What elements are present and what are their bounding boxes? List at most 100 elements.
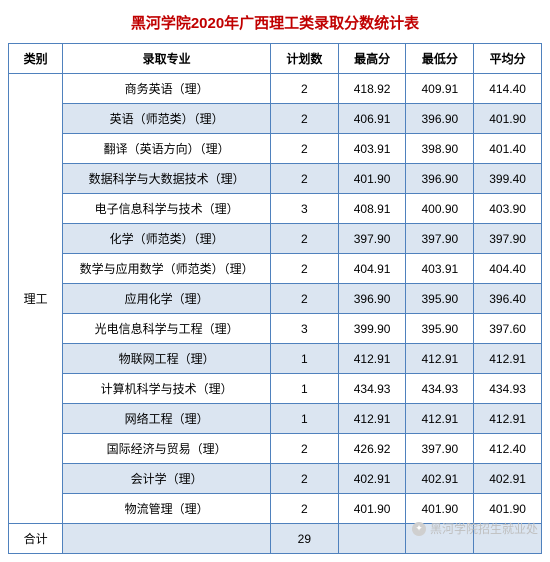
cell-plan: 2 (270, 434, 338, 464)
cell-max: 396.90 (338, 284, 406, 314)
cell-max: 397.90 (338, 224, 406, 254)
total-empty (406, 524, 474, 554)
cell-max: 403.91 (338, 134, 406, 164)
header-plan: 计划数 (270, 44, 338, 74)
cell-plan: 2 (270, 164, 338, 194)
cell-min: 401.90 (406, 494, 474, 524)
cell-min: 398.90 (406, 134, 474, 164)
cell-avg: 396.40 (474, 284, 542, 314)
table-row: 英语（师范类）（理）2406.91396.90401.90 (9, 104, 542, 134)
cell-avg: 414.40 (474, 74, 542, 104)
cell-min: 412.91 (406, 404, 474, 434)
cell-max: 404.91 (338, 254, 406, 284)
cell-avg: 401.40 (474, 134, 542, 164)
table-total-row: 合计29 (9, 524, 542, 554)
cell-min: 409.91 (406, 74, 474, 104)
table-row: 数据科学与大数据技术（理）2401.90396.90399.40 (9, 164, 542, 194)
cell-avg: 434.93 (474, 374, 542, 404)
cell-plan: 2 (270, 134, 338, 164)
cell-max: 412.91 (338, 404, 406, 434)
cell-plan: 3 (270, 194, 338, 224)
cell-plan: 2 (270, 104, 338, 134)
cell-max: 412.91 (338, 344, 406, 374)
header-max: 最高分 (338, 44, 406, 74)
cell-min: 403.91 (406, 254, 474, 284)
cell-major: 网络工程（理） (63, 404, 271, 434)
cell-major: 国际经济与贸易（理） (63, 434, 271, 464)
cell-major: 光电信息科学与工程（理） (63, 314, 271, 344)
cell-major: 英语（师范类）（理） (63, 104, 271, 134)
table-row: 数学与应用数学（师范类）（理）2404.91403.91404.40 (9, 254, 542, 284)
table-row: 会计学（理）2402.91402.91402.91 (9, 464, 542, 494)
table-row: 物流管理（理）2401.90401.90401.90 (9, 494, 542, 524)
cell-avg: 399.40 (474, 164, 542, 194)
table-row: 物联网工程（理）1412.91412.91412.91 (9, 344, 542, 374)
table-row: 化学（师范类）（理）2397.90397.90397.90 (9, 224, 542, 254)
cell-plan: 1 (270, 344, 338, 374)
table-row: 应用化学（理）2396.90395.90396.40 (9, 284, 542, 314)
cell-major: 电子信息科学与技术（理） (63, 194, 271, 224)
cell-avg: 412.40 (474, 434, 542, 464)
cell-plan: 2 (270, 74, 338, 104)
table-row: 光电信息科学与工程（理）3399.90395.90397.60 (9, 314, 542, 344)
cell-max: 426.92 (338, 434, 406, 464)
cell-avg: 402.91 (474, 464, 542, 494)
cell-avg: 412.91 (474, 404, 542, 434)
table-row: 计算机科学与技术（理）1434.93434.93434.93 (9, 374, 542, 404)
category-cell: 理工 (9, 74, 63, 524)
cell-min: 397.90 (406, 434, 474, 464)
score-table: 类别 录取专业 计划数 最高分 最低分 平均分 理工商务英语（理）2418.92… (8, 43, 542, 554)
cell-max: 434.93 (338, 374, 406, 404)
cell-avg: 404.40 (474, 254, 542, 284)
cell-max: 418.92 (338, 74, 406, 104)
total-spacer (63, 524, 271, 554)
cell-major: 化学（师范类）（理） (63, 224, 271, 254)
page-title: 黑河学院2020年广西理工类录取分数统计表 (8, 12, 542, 33)
cell-min: 412.91 (406, 344, 474, 374)
cell-avg: 401.90 (474, 104, 542, 134)
total-empty (474, 524, 542, 554)
cell-max: 402.91 (338, 464, 406, 494)
cell-max: 408.91 (338, 194, 406, 224)
cell-min: 434.93 (406, 374, 474, 404)
cell-min: 395.90 (406, 314, 474, 344)
table-row: 翻译（英语方向）（理）2403.91398.90401.40 (9, 134, 542, 164)
cell-plan: 2 (270, 224, 338, 254)
cell-major: 数据科学与大数据技术（理） (63, 164, 271, 194)
cell-max: 401.90 (338, 164, 406, 194)
cell-major: 会计学（理） (63, 464, 271, 494)
total-empty (338, 524, 406, 554)
cell-max: 406.91 (338, 104, 406, 134)
cell-min: 400.90 (406, 194, 474, 224)
table-row: 电子信息科学与技术（理）3408.91400.90403.90 (9, 194, 542, 224)
table-row: 网络工程（理）1412.91412.91412.91 (9, 404, 542, 434)
cell-avg: 397.90 (474, 224, 542, 254)
header-major: 录取专业 (63, 44, 271, 74)
cell-major: 数学与应用数学（师范类）（理） (63, 254, 271, 284)
table-header-row: 类别 录取专业 计划数 最高分 最低分 平均分 (9, 44, 542, 74)
cell-max: 401.90 (338, 494, 406, 524)
cell-avg: 412.91 (474, 344, 542, 374)
cell-min: 402.91 (406, 464, 474, 494)
cell-plan: 1 (270, 404, 338, 434)
cell-plan: 3 (270, 314, 338, 344)
cell-min: 396.90 (406, 164, 474, 194)
cell-plan: 2 (270, 494, 338, 524)
cell-max: 399.90 (338, 314, 406, 344)
cell-min: 397.90 (406, 224, 474, 254)
header-category: 类别 (9, 44, 63, 74)
cell-avg: 397.60 (474, 314, 542, 344)
cell-major: 计算机科学与技术（理） (63, 374, 271, 404)
cell-major: 物联网工程（理） (63, 344, 271, 374)
cell-plan: 2 (270, 284, 338, 314)
cell-major: 商务英语（理） (63, 74, 271, 104)
header-avg: 平均分 (474, 44, 542, 74)
cell-major: 应用化学（理） (63, 284, 271, 314)
table-row: 国际经济与贸易（理）2426.92397.90412.40 (9, 434, 542, 464)
header-min: 最低分 (406, 44, 474, 74)
cell-major: 物流管理（理） (63, 494, 271, 524)
cell-avg: 401.90 (474, 494, 542, 524)
cell-min: 396.90 (406, 104, 474, 134)
cell-avg: 403.90 (474, 194, 542, 224)
cell-plan: 1 (270, 374, 338, 404)
